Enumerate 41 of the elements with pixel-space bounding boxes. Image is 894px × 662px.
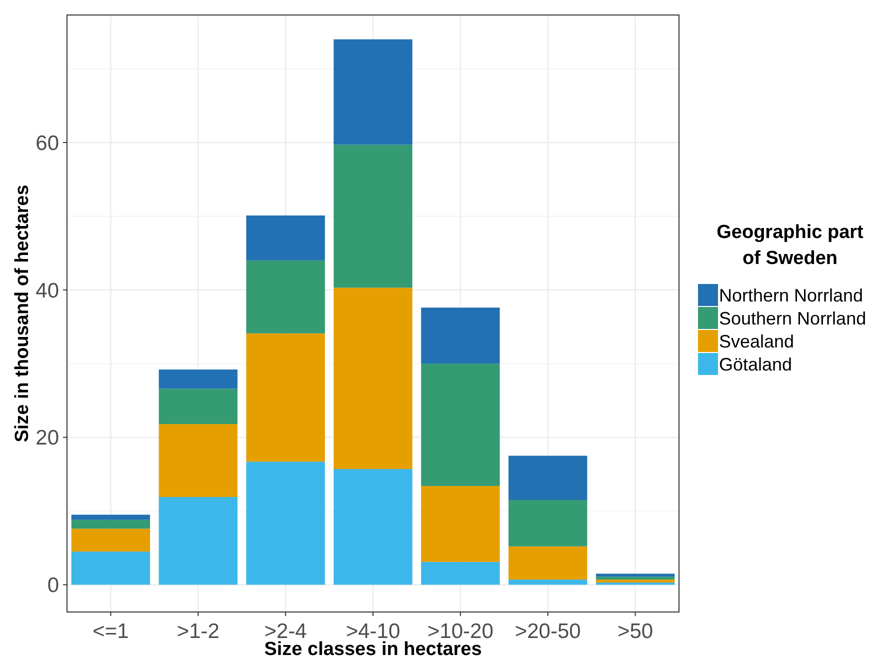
y-tick-label: 40 xyxy=(36,279,59,302)
bar xyxy=(246,215,325,260)
bar xyxy=(246,333,325,462)
x-tick-label: >1-2 xyxy=(176,620,220,643)
y-tick-label: 60 xyxy=(36,132,59,155)
bar xyxy=(596,576,675,580)
bar xyxy=(71,528,150,552)
legend-label: Northern Norrland xyxy=(719,285,864,306)
bar xyxy=(334,288,412,470)
legend-label: Götaland xyxy=(719,354,792,374)
bar xyxy=(508,500,588,546)
bar xyxy=(421,308,500,364)
bar xyxy=(158,424,238,498)
bar xyxy=(334,144,412,288)
bar xyxy=(421,562,500,585)
bar xyxy=(421,486,500,562)
bar xyxy=(71,520,150,529)
bar xyxy=(246,260,325,334)
bar xyxy=(596,580,675,583)
bar xyxy=(71,514,150,520)
y-axis-title: Size in thousand of hectares xyxy=(12,184,33,442)
bar xyxy=(508,456,588,500)
bar xyxy=(334,39,412,145)
y-tick-label: 0 xyxy=(47,574,59,598)
bar xyxy=(421,364,500,486)
bar xyxy=(596,574,675,577)
bar xyxy=(334,469,412,585)
x-tick-label: <=1 xyxy=(92,620,129,643)
x-tick-label: >20-50 xyxy=(514,620,581,643)
bar xyxy=(508,546,588,580)
bar xyxy=(508,580,588,585)
bar xyxy=(158,370,238,389)
legend-label: Svealand xyxy=(719,331,794,352)
bar xyxy=(158,388,238,424)
x-tick-label: >50 xyxy=(617,620,654,643)
bar xyxy=(158,497,238,585)
legend-title: Geographic part of Sweden xyxy=(716,222,864,269)
legend-label: Southern Norrland xyxy=(719,308,866,328)
bar xyxy=(246,462,325,585)
bar xyxy=(71,552,150,585)
y-tick-label: 20 xyxy=(36,426,59,450)
